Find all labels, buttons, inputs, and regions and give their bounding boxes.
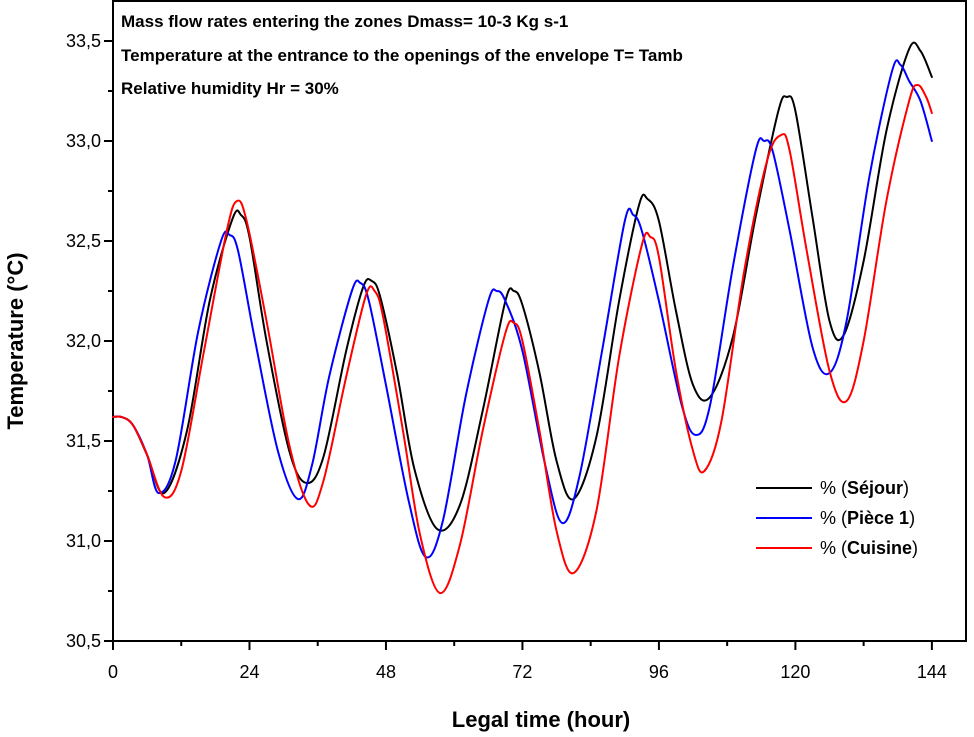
legend-label-1: % (Séjour) bbox=[820, 478, 909, 498]
series-layer bbox=[112, 41, 933, 594]
annotation-mass-flow: Mass flow rates entering the zones Dmass… bbox=[121, 12, 568, 31]
legend-prefix: % ( bbox=[820, 508, 847, 528]
x-tick-label: 48 bbox=[376, 662, 396, 682]
y-tick-label: 32,0 bbox=[66, 331, 101, 351]
x-tick-label: 96 bbox=[649, 662, 669, 682]
legend-series-name: Séjour bbox=[847, 478, 903, 498]
series-line-1 bbox=[112, 41, 933, 532]
series-line-2 bbox=[112, 59, 933, 559]
legend-prefix: % ( bbox=[820, 538, 847, 558]
plot-area-frame bbox=[112, 0, 967, 642]
annotation-humidity: Relative humidity Hr = 30% bbox=[121, 79, 339, 98]
legend-suffix: ) bbox=[909, 508, 915, 528]
y-tick-label: 31,0 bbox=[66, 531, 101, 551]
x-axis-title: Legal time (hour) bbox=[452, 707, 630, 732]
y-tick-label: 33,0 bbox=[66, 131, 101, 151]
legend: % (Séjour)% (Pièce 1)% (Cuisine) bbox=[756, 478, 918, 558]
legend-suffix: ) bbox=[903, 478, 909, 498]
annotation-temperature: Temperature at the entrance to the openi… bbox=[121, 46, 683, 65]
y-tick-label: 30,5 bbox=[66, 631, 101, 651]
x-tick-label: 144 bbox=[917, 662, 947, 682]
y-tick-label: 31,5 bbox=[66, 431, 101, 451]
y-tick-label: 32,5 bbox=[66, 231, 101, 251]
x-tick-label: 120 bbox=[780, 662, 810, 682]
legend-series-name: Pièce 1 bbox=[847, 508, 909, 528]
x-tick-label: 24 bbox=[239, 662, 259, 682]
legend-label-3: % (Cuisine) bbox=[820, 538, 918, 558]
legend-prefix: % ( bbox=[820, 478, 847, 498]
y-tick-label: 33,5 bbox=[66, 31, 101, 51]
legend-label-2: % (Pièce 1) bbox=[820, 508, 915, 528]
x-tick-label: 72 bbox=[512, 662, 532, 682]
axis-ticks: 0 24 48 72 96 120 144 30,5 31,0 31,5 32,0 32,5 33,0 3… bbox=[66, 31, 947, 682]
x-tick-label: 0 bbox=[108, 662, 118, 682]
y-axis-title: Temperature (°C) bbox=[3, 252, 28, 429]
legend-series-name: Cuisine bbox=[847, 538, 912, 558]
legend-suffix: ) bbox=[912, 538, 918, 558]
series-line-3 bbox=[112, 84, 933, 594]
